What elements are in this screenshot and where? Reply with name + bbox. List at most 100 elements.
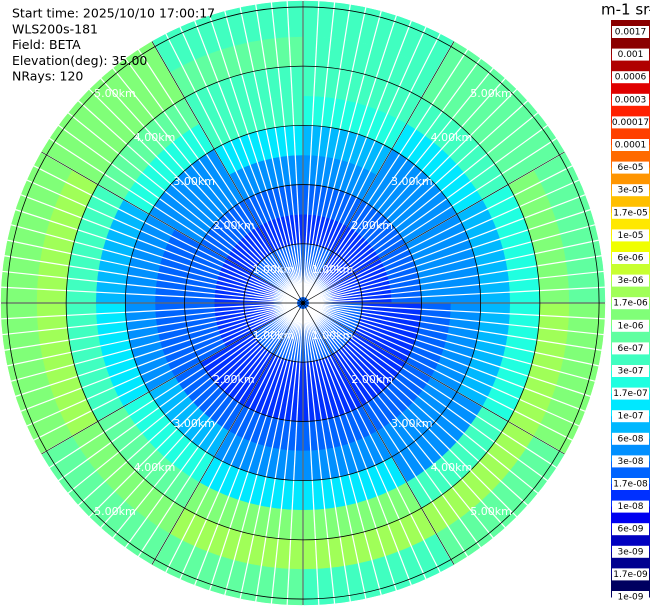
ray-gap — [306, 307, 507, 529]
colorbar-tick-box — [612, 229, 649, 242]
ray-gap — [270, 1, 303, 298]
ray-gap — [308, 239, 600, 303]
ray-gap — [302, 308, 320, 606]
ray-gap — [303, 10, 383, 298]
ray-gap — [303, 308, 351, 603]
colorbar-tick-label: 1.7e-08 — [613, 480, 648, 490]
range-ring — [184, 184, 422, 422]
colorbar-tick-box — [612, 432, 649, 445]
ray-gap — [6, 239, 298, 303]
ray-gap — [307, 306, 549, 482]
range-label: 5.00km — [94, 87, 136, 100]
ray-gap — [286, 308, 304, 606]
colorbar-tick-box — [612, 500, 649, 513]
ray-gap — [304, 25, 427, 298]
range-ring — [65, 65, 541, 541]
colorbar-tick-label: 6e-09 — [618, 525, 644, 535]
ray-gap — [308, 179, 581, 302]
plot-area: 1.00km 1.00km 1.00km 1.00km 2.00km 2.00km 2.00… — [0, 0, 606, 606]
ray-gap — [304, 308, 413, 587]
ray-gap — [14, 304, 298, 398]
ray-gap — [307, 137, 558, 301]
colorbar-tick-label: 6e-07 — [618, 344, 644, 354]
ray-gap — [302, 0, 320, 298]
ray-gap — [306, 88, 518, 300]
ray-gap — [239, 308, 303, 600]
ray-gap — [0, 286, 298, 304]
ray-gap — [308, 255, 603, 303]
colorbar-tick-label: 3e-06 — [618, 276, 644, 286]
ray-gap — [308, 303, 603, 351]
spoke — [302, 41, 455, 304]
ray-gap — [208, 308, 302, 592]
range-label: 5.00km — [94, 505, 136, 518]
colorbar-tick-box — [612, 71, 649, 84]
colorbar-tick-box — [612, 523, 649, 536]
info-line: NRays: 120 — [12, 69, 83, 84]
colorbar-tick-box — [612, 297, 649, 310]
ray-gap — [67, 111, 299, 300]
spoke — [41, 302, 304, 455]
ray-gap — [179, 308, 302, 581]
colorbar-tick-label: 3e-05 — [618, 186, 644, 196]
ray-gap — [88, 88, 300, 300]
colorbar-tick-box — [612, 342, 649, 355]
range-label: 1.00km — [253, 329, 295, 342]
ray-gap — [164, 32, 301, 298]
ray-gap — [307, 111, 539, 300]
ray-gap — [137, 48, 301, 299]
colorbar-tick-label: 6e-05 — [618, 163, 644, 173]
ray-gap — [307, 306, 539, 495]
ray-gap — [308, 304, 581, 427]
ray-gap — [306, 57, 482, 299]
range-ring — [6, 6, 600, 600]
ray-gap — [19, 304, 298, 413]
ray-gap — [303, 308, 383, 596]
ray-gap — [25, 179, 298, 302]
colorbar-tick-label: 0.0017 — [615, 28, 647, 38]
spoke — [151, 41, 304, 304]
ray-gap — [6, 303, 298, 367]
ray-gap — [303, 1, 336, 298]
colorbar-tick-box — [612, 319, 649, 332]
ray-gap — [57, 306, 299, 482]
ray-gap — [305, 307, 469, 558]
colorbar-tick-box — [612, 93, 649, 106]
colorbar-tick-box — [612, 161, 649, 174]
ray-gap — [304, 14, 398, 298]
ray-gap — [111, 67, 300, 299]
colorbar-tick-box — [612, 365, 649, 377]
ray-gap — [137, 307, 301, 558]
ray-gap — [10, 303, 298, 383]
ray-gap — [25, 304, 298, 427]
spoke — [302, 151, 565, 304]
range-label: 1.00km — [253, 263, 295, 276]
colorbar-tick-label: 1.7e-05 — [613, 208, 648, 218]
ray-gap — [308, 303, 605, 336]
range-label: 2.00km — [213, 373, 255, 386]
colorbar-tick-box — [612, 206, 649, 219]
colorbar-tick-label: 0.001 — [618, 50, 644, 60]
ray-gap — [308, 303, 600, 367]
ray-gap — [308, 208, 592, 302]
range-label: 5.00km — [470, 87, 512, 100]
colorbar-tick-box — [612, 139, 649, 151]
ray-gap — [19, 193, 298, 302]
colorbar-tick-label: 1.7e-07 — [613, 389, 648, 399]
info-line: Elevation(deg): 35.00 — [12, 53, 147, 68]
ray-gap — [306, 77, 507, 299]
colorbar-tick-label: 1e-06 — [618, 321, 644, 331]
ray-gap — [99, 307, 300, 529]
ray-gap — [3, 255, 298, 303]
range-label: 2.00km — [351, 373, 393, 386]
range-label: 4.00km — [431, 131, 473, 144]
ray-gap — [124, 307, 300, 549]
colorbar-tick-label: 3e-09 — [618, 547, 644, 557]
colorbar-tick-box — [612, 545, 649, 558]
range-label: 2.00km — [351, 219, 393, 232]
ray-gap — [305, 48, 469, 299]
ray-gap — [306, 306, 518, 518]
ray-gap — [223, 10, 303, 298]
colorbar-tick-box — [612, 591, 649, 603]
ray-gap — [193, 308, 302, 587]
